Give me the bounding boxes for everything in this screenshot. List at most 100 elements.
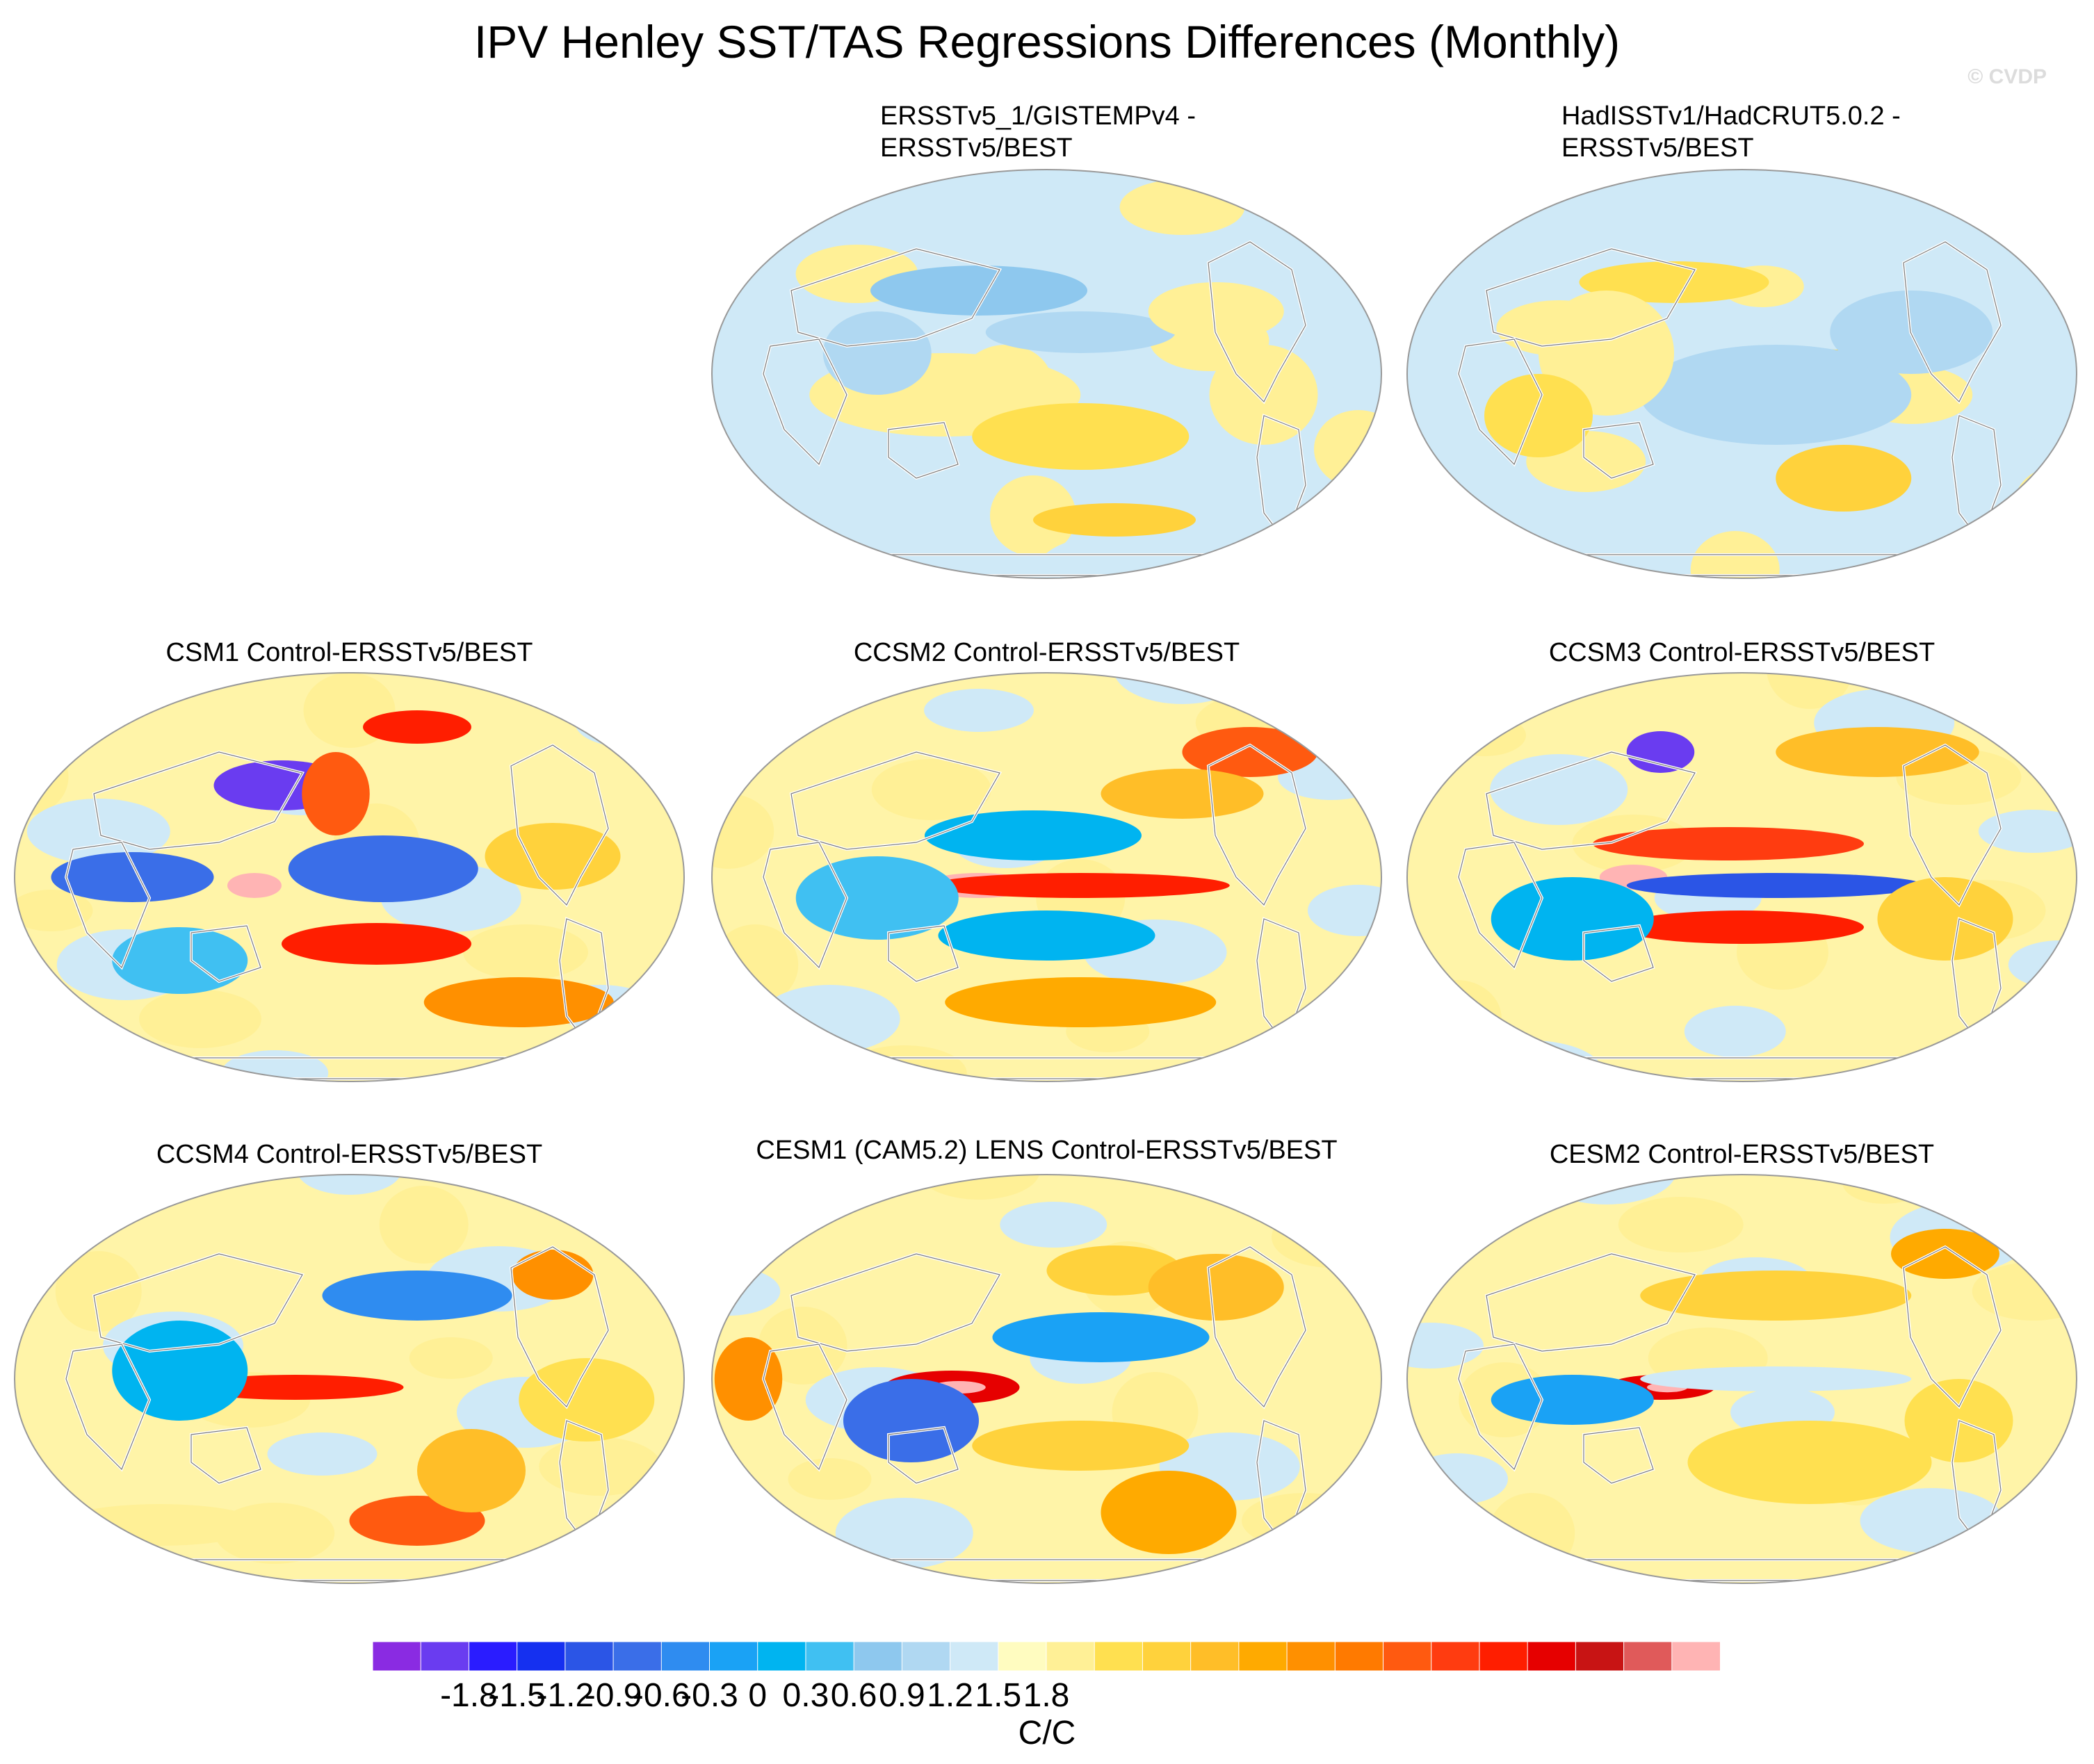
colorbar-tick-label: -1.5 [488, 1677, 546, 1714]
colorbar-swatch [468, 1642, 518, 1671]
anomaly-region [1101, 1471, 1237, 1554]
field-patch [1618, 1197, 1744, 1252]
coastline [763, 842, 847, 969]
coastline [1486, 248, 1696, 347]
anomaly-region [1491, 1375, 1654, 1425]
colorbar-swatch [1046, 1642, 1096, 1671]
coastline [1583, 422, 1654, 479]
colorbar-swatch [1479, 1642, 1529, 1671]
panel-title-line: HadISSTv1/HadCRUT5.0.2 - [1561, 101, 1901, 131]
anomaly-region [925, 810, 1142, 860]
field-patch [1407, 1323, 1484, 1369]
field-patch [1000, 1202, 1107, 1248]
colorbar-swatch [950, 1642, 999, 1671]
panel-title-line: ERSSTv5/BEST [880, 133, 1073, 163]
colorbar-tick-label: -0.9 [584, 1677, 642, 1714]
field-patch [1324, 1553, 1381, 1583]
colorbar-swatch [517, 1642, 566, 1671]
anomaly-region [1640, 345, 1912, 445]
anomaly-region [51, 852, 214, 902]
field-patch [379, 1186, 469, 1264]
colorbar-tick-label: 0 [748, 1677, 768, 1714]
panel-title: CCSM4 Control-ERSSTv5/BEST [156, 1140, 543, 1169]
field-patch [1608, 491, 1713, 540]
coastline [190, 925, 261, 982]
colorbar-swatch [1623, 1642, 1673, 1671]
map-ccsm2-control [711, 672, 1382, 1082]
panel-title: CESM2 Control-ERSSTv5/BEST [1549, 1140, 1935, 1169]
anomaly-region [938, 910, 1155, 961]
colorbar-ticks: -1.8 -1.5 -1.2 -0.9 -0.6 -0.3 0 0.3 0.6 0.9 1.2 1.5… [0, 1676, 2094, 1718]
map-ersstv5-1-gistempv4 [711, 169, 1382, 579]
map-border [711, 672, 1382, 1082]
coastline [1458, 842, 1543, 969]
colorbar-tick-label: -1.8 [440, 1677, 498, 1714]
coastline [888, 925, 959, 982]
anomaly-region [112, 1321, 248, 1421]
anomaly-region [931, 873, 1230, 898]
anomaly-region [282, 923, 471, 965]
panel-ccsm2-control: CCSM2 Control-ERSSTv5/BEST [708, 634, 1386, 1093]
anomaly-region [512, 1250, 594, 1300]
panel-ccsm4-control: CCSM4 Control-ERSSTv5/BEST [10, 1134, 688, 1593]
field-patch [1932, 426, 2040, 472]
field-patch [1201, 240, 1312, 283]
anomaly-region [870, 266, 1087, 316]
coastline [510, 1246, 609, 1408]
panel-title: CCSM2 Control-ERSSTv5/BEST [853, 638, 1240, 667]
coastline [65, 842, 150, 969]
anomaly-region [1776, 445, 1912, 512]
coastline [510, 744, 609, 906]
field-patch [539, 1437, 662, 1496]
field-patch [409, 1337, 493, 1379]
anomaly-region [363, 710, 471, 744]
field-patch [871, 759, 991, 820]
colorbar-swatch [1334, 1642, 1384, 1671]
anomaly-region [1626, 873, 1925, 898]
panel-title: CSM1 Control-ERSSTv5/BEST [165, 638, 533, 667]
map-border [14, 1174, 685, 1584]
anomaly-region [1626, 731, 1695, 773]
cvdp-credit: © CVDP [1967, 65, 2047, 88]
field-patch [1037, 536, 1178, 578]
coastline [93, 751, 303, 850]
colorbar-swatch [805, 1642, 855, 1671]
colorbar-swatch [1431, 1642, 1480, 1671]
anomaly-region [1484, 374, 1593, 457]
field-patch [493, 673, 612, 699]
anomaly-region [1148, 1254, 1284, 1321]
colorbar-tick-label: -0.3 [681, 1677, 738, 1714]
coastline [190, 1427, 261, 1484]
coastline [1208, 744, 1306, 906]
field-patch [1690, 531, 1780, 578]
coastline [1486, 1253, 1696, 1352]
colorbar-tick-label: 0.9 [878, 1677, 925, 1714]
coastline [763, 1344, 847, 1471]
colorbar-swatch [1527, 1642, 1577, 1671]
colorbar-tick-label: 1.8 [1023, 1677, 1070, 1714]
anomaly-region [992, 1312, 1210, 1362]
coastline [1458, 338, 1543, 466]
colorbar-swatch [1575, 1642, 1625, 1671]
anomaly-region [985, 311, 1176, 353]
map-hadisstv1-hadcrut5 [1406, 169, 2077, 579]
map-border [711, 1174, 1382, 1584]
colorbar-swatch [709, 1642, 758, 1671]
map-border [1406, 169, 2077, 579]
panel-title: CESM1 (CAM5.2) LENS Control-ERSSTv5/BEST [756, 1136, 1338, 1165]
field-patch [990, 475, 1076, 556]
anomaly-region [288, 835, 478, 902]
anomaly-region [485, 823, 621, 890]
anomaly-region [322, 1271, 512, 1321]
colorbar-swatch [420, 1642, 470, 1671]
coastline [1903, 1246, 2002, 1408]
field-patch [575, 699, 680, 747]
anomaly-region [417, 1429, 526, 1512]
coastline [65, 1344, 150, 1471]
coastline [790, 751, 1000, 850]
map-border [1406, 672, 2077, 1082]
coastline [888, 422, 959, 479]
map-border [711, 169, 1382, 579]
field-patch [621, 1498, 684, 1544]
coastline [1903, 744, 2002, 906]
